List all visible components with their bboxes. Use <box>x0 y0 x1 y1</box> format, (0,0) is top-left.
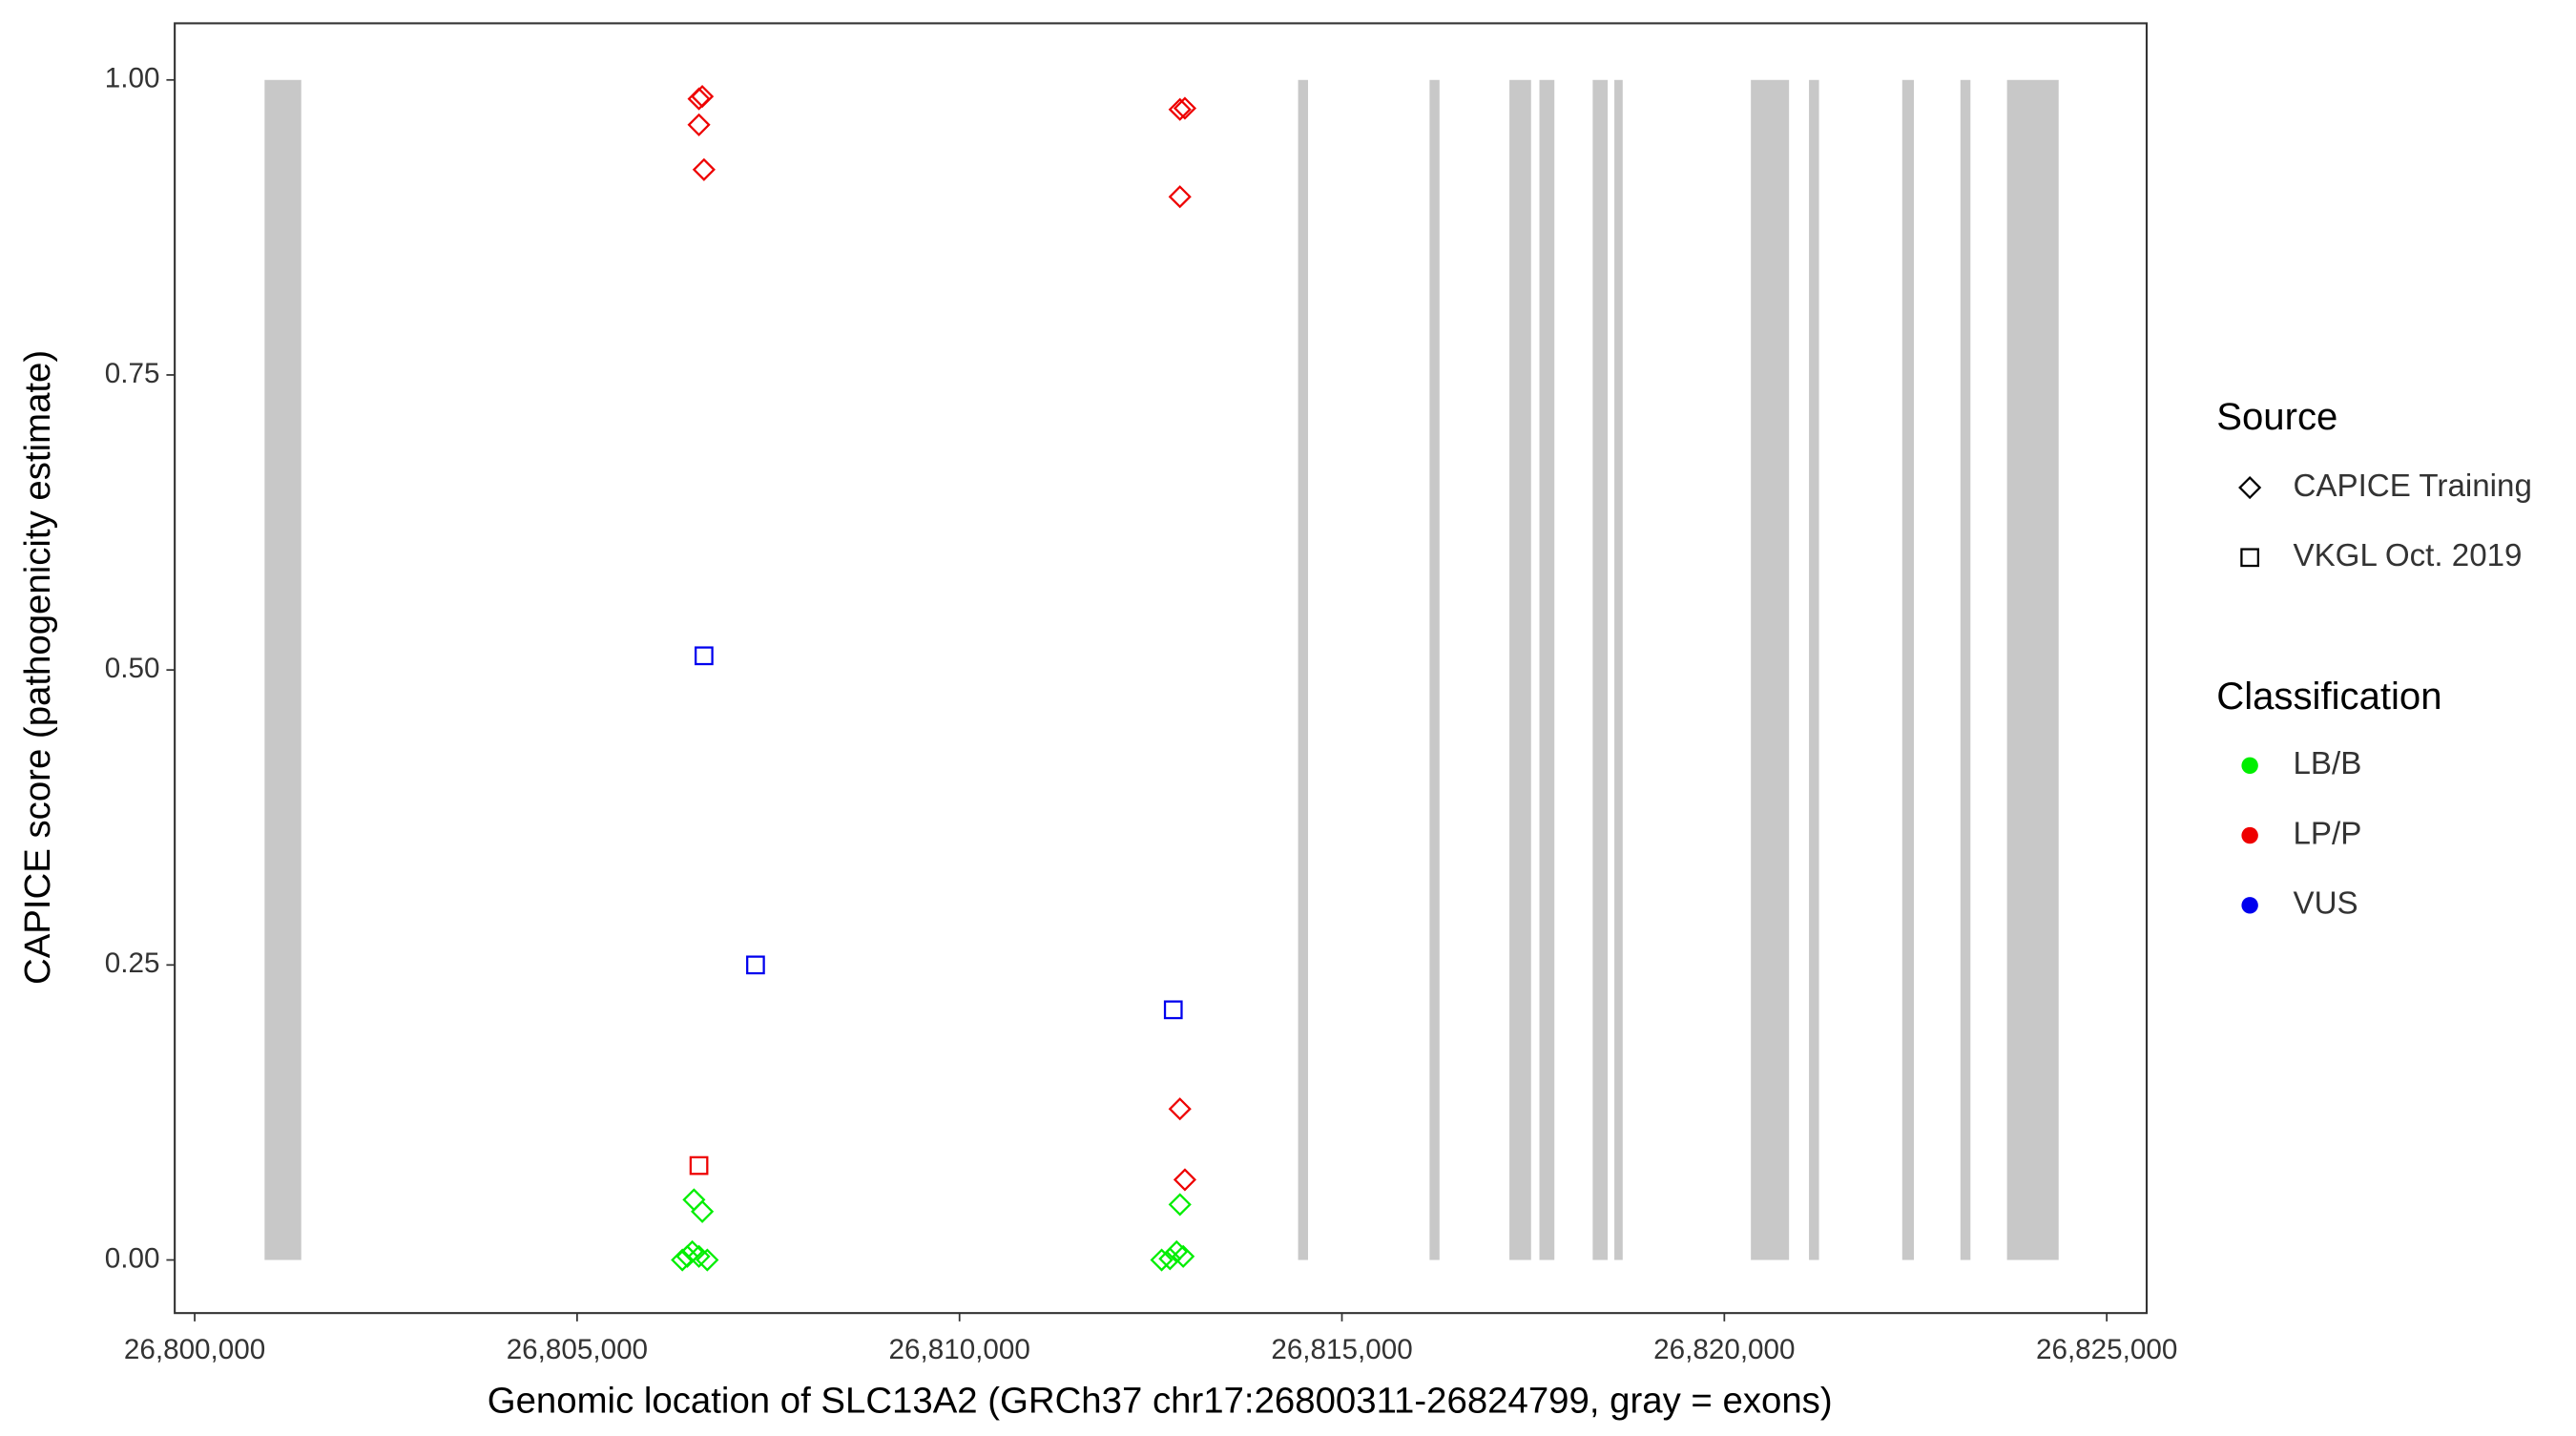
y-tick-label: 0.75 <box>105 358 160 389</box>
point <box>687 113 711 136</box>
legend-key <box>2241 757 2258 775</box>
exon <box>1592 79 1609 1260</box>
legend-key <box>2241 897 2258 914</box>
legend-label: VUS <box>2293 886 2358 922</box>
point <box>696 1248 719 1272</box>
legend-label: LB/B <box>2293 746 2361 781</box>
exon <box>264 79 301 1260</box>
y-axis-title: CAPICE score (pathogenicity estimate) <box>17 350 58 985</box>
point <box>687 87 711 111</box>
exon <box>1539 79 1555 1260</box>
x-tick-label: 26,815,000 <box>1271 1334 1412 1365</box>
x-tick-label: 26,820,000 <box>1653 1334 1795 1365</box>
y-tick-label: 1.00 <box>105 63 160 94</box>
point <box>1150 1248 1174 1272</box>
exon <box>1751 79 1790 1260</box>
point <box>1165 1239 1189 1263</box>
point <box>691 1199 715 1223</box>
exon <box>1901 79 1914 1260</box>
x-tick-label: 26,805,000 <box>507 1334 648 1365</box>
point <box>680 1239 704 1263</box>
exon <box>1960 79 1971 1260</box>
legend-key <box>2241 826 2258 844</box>
point <box>1163 1000 1183 1020</box>
x-tick-label: 26,810,000 <box>889 1334 1030 1365</box>
exon <box>2006 79 2059 1260</box>
point <box>675 1244 699 1268</box>
y-tick-label: 0.50 <box>105 653 160 684</box>
x-tick-label: 26,800,000 <box>124 1334 265 1365</box>
exon <box>1809 79 1819 1260</box>
point <box>746 955 765 975</box>
exon <box>1298 79 1309 1260</box>
exon <box>1509 79 1531 1260</box>
point <box>1168 1193 1192 1217</box>
plot-border <box>174 22 2149 1315</box>
point <box>1168 185 1192 209</box>
point <box>1172 1244 1195 1268</box>
legend-title: Classification <box>2216 676 2441 718</box>
point <box>1173 1168 1197 1192</box>
point <box>1158 1247 1182 1271</box>
legend-label: VKGL Oct. 2019 <box>2293 538 2522 573</box>
point <box>1173 96 1197 120</box>
legend-title: Source <box>2216 396 2337 438</box>
y-tick-label: 0.00 <box>105 1242 160 1274</box>
point <box>682 1188 706 1212</box>
x-axis-title: Genomic location of SLC13A2 (GRCh37 chr1… <box>488 1380 1833 1421</box>
point <box>689 1155 709 1176</box>
exon <box>1429 79 1440 1260</box>
point <box>1168 1097 1192 1121</box>
y-tick-label: 0.25 <box>105 947 160 979</box>
legend-label: CAPICE Training <box>2293 468 2531 504</box>
point <box>695 646 714 666</box>
legend-key <box>2238 475 2262 500</box>
exon <box>1614 79 1623 1260</box>
point <box>691 85 715 109</box>
legend-label: LP/P <box>2293 816 2361 851</box>
legend-key <box>2240 548 2259 568</box>
x-tick-label: 26,825,000 <box>2036 1334 2177 1365</box>
point <box>692 157 716 181</box>
point <box>1168 97 1192 121</box>
